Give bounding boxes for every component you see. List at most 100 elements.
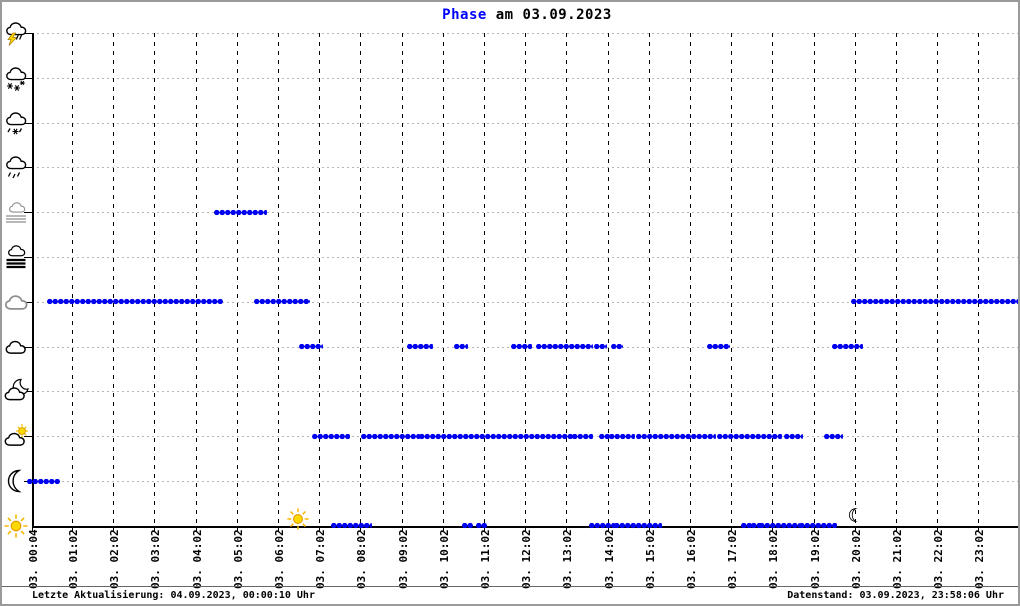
- horizontal-gridline: [32, 391, 1018, 393]
- x-tick-label: 03. 11:02: [479, 529, 493, 589]
- chart-title: Phase am 03.09.2023: [2, 7, 1018, 23]
- phase-segment: [419, 431, 575, 441]
- phase-segment: [599, 431, 613, 441]
- phase-segment: [636, 431, 649, 441]
- vertical-gridline: [236, 33, 238, 526]
- snow-icon: [3, 65, 29, 91]
- sunset-moon-icon: [846, 507, 862, 523]
- phase-segment: [799, 521, 838, 531]
- phase-segment: [572, 431, 594, 441]
- phase-segment: [536, 342, 571, 352]
- phase-segment: [608, 431, 636, 441]
- chart-title-date: am 03.09.2023: [486, 7, 612, 23]
- phase-segment: [213, 207, 267, 217]
- vertical-gridline: [978, 33, 980, 526]
- x-axis-tick: [113, 526, 115, 532]
- phase-segment: [831, 342, 864, 352]
- chart-title-highlight: Phase: [442, 7, 487, 23]
- x-axis-tick: [32, 526, 34, 532]
- x-tick-label: 03. 04:02: [190, 529, 204, 589]
- y-axis-tick: [24, 167, 32, 169]
- x-tick-label: 03. 14:02: [602, 529, 616, 589]
- vertical-gridline: [566, 33, 568, 526]
- horizontal-gridline: [32, 212, 1018, 214]
- phase-segment: [614, 521, 641, 531]
- phase-segment: [717, 431, 783, 441]
- vertical-gridline: [360, 33, 362, 526]
- x-axis-tick: [442, 526, 444, 532]
- sunny-icon: [3, 513, 29, 539]
- x-tick-label: 03. 18:02: [767, 529, 781, 589]
- x-tick-label: 03. 17:02: [726, 529, 740, 589]
- x-axis-tick: [278, 526, 280, 532]
- vertical-gridline: [319, 33, 321, 526]
- vertical-gridline: [484, 33, 486, 526]
- x-axis-tick: [154, 526, 156, 532]
- phase-segment: [26, 476, 60, 486]
- phase-segment: [759, 521, 801, 531]
- phase-segment: [476, 521, 488, 531]
- day-cloudy-icon: [3, 423, 29, 449]
- horizontal-gridline: [32, 301, 1018, 303]
- y-axis-tick: [24, 391, 32, 393]
- x-tick-label: 03. 10:02: [437, 529, 451, 589]
- vertical-gridline: [854, 33, 856, 526]
- phase-segment: [454, 342, 468, 352]
- y-axis-tick: [24, 301, 32, 303]
- rain-icon: [3, 154, 29, 180]
- x-tick-label: 03. 12:02: [520, 529, 534, 589]
- x-axis-tick: [896, 526, 898, 532]
- overcast-icon: [3, 289, 29, 315]
- vertical-gridline: [195, 33, 197, 526]
- status-bar: Letzte Aktualisierung: 04.09.2023, 00:00…: [2, 586, 1018, 604]
- x-tick-label: 03. 15:02: [643, 529, 657, 589]
- phase-segment: [750, 521, 763, 531]
- x-axis-tick: [72, 526, 74, 532]
- x-axis-line: [32, 526, 1018, 528]
- x-tick-label: 03. 20:02: [849, 529, 863, 589]
- x-tick-label: 03. 06:02: [273, 529, 287, 589]
- x-tick-label: 03. 02:02: [108, 529, 122, 589]
- phase-segment: [851, 297, 1018, 307]
- x-tick-label: 03. 07:02: [314, 529, 328, 589]
- cloudy-icon: [3, 334, 29, 360]
- phase-segment: [783, 431, 803, 441]
- x-tick-label: 03. 09:02: [396, 529, 410, 589]
- x-axis-tick: [937, 526, 939, 532]
- x-tick-label: 03. 19:02: [808, 529, 822, 589]
- phase-segment: [741, 521, 753, 531]
- x-axis-tick: [978, 526, 980, 532]
- horizontal-gridline: [32, 77, 1018, 79]
- vertical-gridline: [731, 33, 733, 526]
- y-axis-line: [32, 33, 34, 526]
- phase-segment: [312, 431, 351, 441]
- sleet-icon: [3, 110, 29, 136]
- vertical-gridline: [525, 33, 527, 526]
- phase-segment: [823, 431, 844, 441]
- x-tick-label: 03. 05:02: [231, 529, 245, 589]
- phase-segment: [706, 342, 731, 352]
- phase-segment: [331, 521, 373, 531]
- horizontal-gridline: [32, 481, 1018, 482]
- x-axis-tick: [195, 526, 197, 532]
- horizontal-gridline: [32, 33, 1018, 34]
- phase-segment: [299, 342, 323, 352]
- vertical-gridline: [937, 33, 939, 526]
- clear-night-icon: [3, 468, 29, 494]
- y-axis-tick: [24, 212, 32, 214]
- x-tick-label: 03. 22:02: [932, 529, 946, 589]
- x-axis-tick: [401, 526, 403, 532]
- vertical-gridline: [113, 33, 115, 526]
- x-tick-label: 03. 16:02: [685, 529, 699, 589]
- thunderstorm-icon: [3, 20, 29, 46]
- y-axis-tick: [24, 257, 32, 258]
- x-axis-tick: [525, 526, 527, 532]
- data-state-text: Datenstand: 03.09.2023, 23:58:06 Uhr: [787, 590, 1004, 601]
- last-update-text: Letzte Aktualisierung: 04.09.2023, 00:00…: [32, 590, 315, 601]
- y-axis-tick: [24, 436, 32, 438]
- y-axis-tick: [24, 122, 32, 124]
- phase-segment: [610, 342, 624, 352]
- horizontal-gridline: [32, 122, 1018, 124]
- vertical-gridline: [648, 33, 650, 526]
